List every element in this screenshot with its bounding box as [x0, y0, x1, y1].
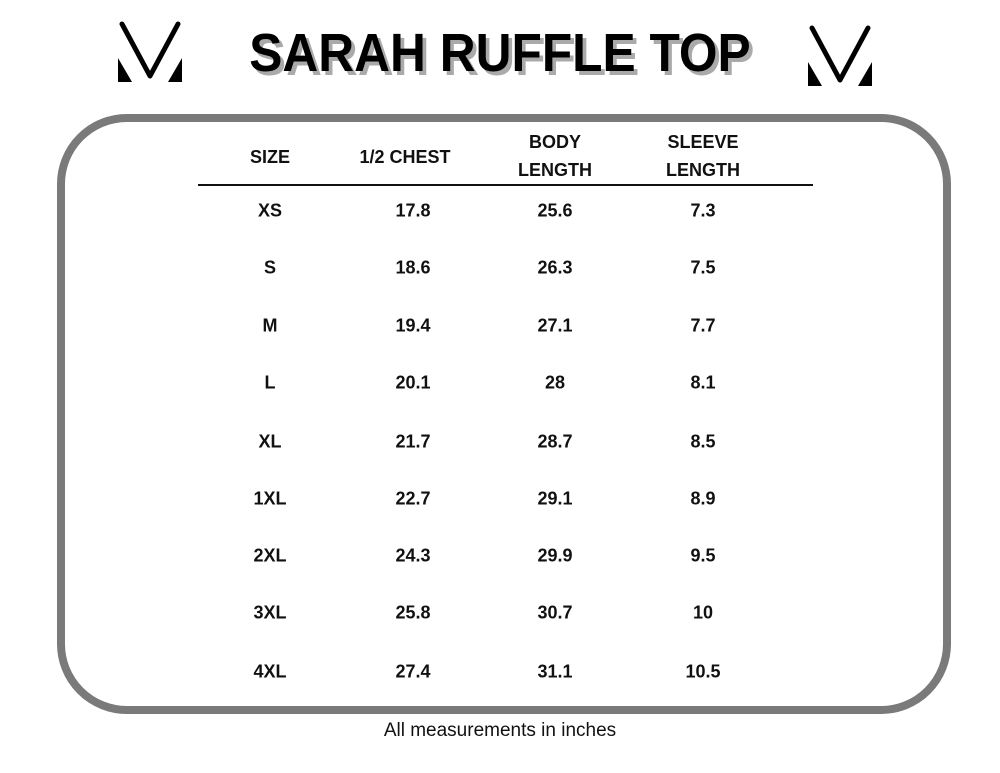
cell-sleeve-length: 7.3 [690, 200, 716, 221]
column-header-body-length: BODY LENGTH [518, 128, 592, 184]
header-line: SIZE [249, 147, 291, 167]
cell-sleeve-length: 8.1 [690, 372, 716, 393]
column-header-sleeve-length: SLEEVE LENGTH [666, 128, 740, 184]
cell-body-length: 29.9 [537, 545, 573, 566]
cell-chest: 20.1 [395, 372, 431, 393]
cell-sleeve-length: 10.5 [685, 661, 721, 682]
logo-icon [808, 25, 872, 86]
cell-body-length: 29.1 [537, 488, 573, 509]
cell-size: S [263, 257, 277, 278]
cell-body-length: 28.7 [537, 431, 573, 452]
column-header-chest: 1/2 CHEST [359, 143, 450, 171]
header-line: BODY [528, 132, 581, 152]
cell-sleeve-length: 8.5 [690, 431, 716, 452]
cell-size: 4XL [253, 661, 287, 682]
header-divider [198, 184, 813, 186]
cell-chest: 27.4 [395, 661, 431, 682]
header-line: LENGTH [518, 160, 592, 180]
cell-chest: 21.7 [395, 431, 431, 452]
cell-size: 3XL [253, 602, 287, 623]
cell-body-length: 25.6 [537, 200, 573, 221]
cell-chest: 18.6 [395, 257, 431, 278]
cell-size: 1XL [253, 488, 287, 509]
cell-chest: 25.8 [395, 602, 431, 623]
cell-body-length: 27.1 [537, 315, 573, 336]
cell-size: L [264, 372, 276, 393]
cell-size: M [262, 315, 278, 336]
footer-note: All measurements in inches [383, 720, 617, 741]
cell-sleeve-length: 10 [692, 602, 714, 623]
logo-icon [118, 21, 182, 82]
cell-sleeve-length: 7.7 [690, 315, 716, 336]
header-line: SLEEVE [667, 132, 739, 152]
cell-body-length: 30.7 [537, 602, 573, 623]
cell-sleeve-length: 8.9 [690, 488, 716, 509]
header-line: LENGTH [666, 160, 740, 180]
table-frame [57, 114, 951, 714]
cell-chest: 24.3 [395, 545, 431, 566]
cell-chest: 22.7 [395, 488, 431, 509]
cell-size: 2XL [253, 545, 287, 566]
cell-body-length: 26.3 [537, 257, 573, 278]
header-line: 1/2 CHEST [359, 147, 451, 167]
cell-chest: 19.4 [395, 315, 431, 336]
page-title: SARAH RUFFLE TOP [249, 23, 751, 83]
cell-size: XS [257, 200, 283, 221]
cell-sleeve-length: 9.5 [690, 545, 716, 566]
cell-chest: 17.8 [395, 200, 431, 221]
cell-body-length: 28 [544, 372, 566, 393]
cell-sleeve-length: 7.5 [690, 257, 716, 278]
cell-body-length: 31.1 [537, 661, 573, 682]
cell-size: XL [258, 431, 282, 452]
column-header-size: SIZE [250, 143, 290, 171]
